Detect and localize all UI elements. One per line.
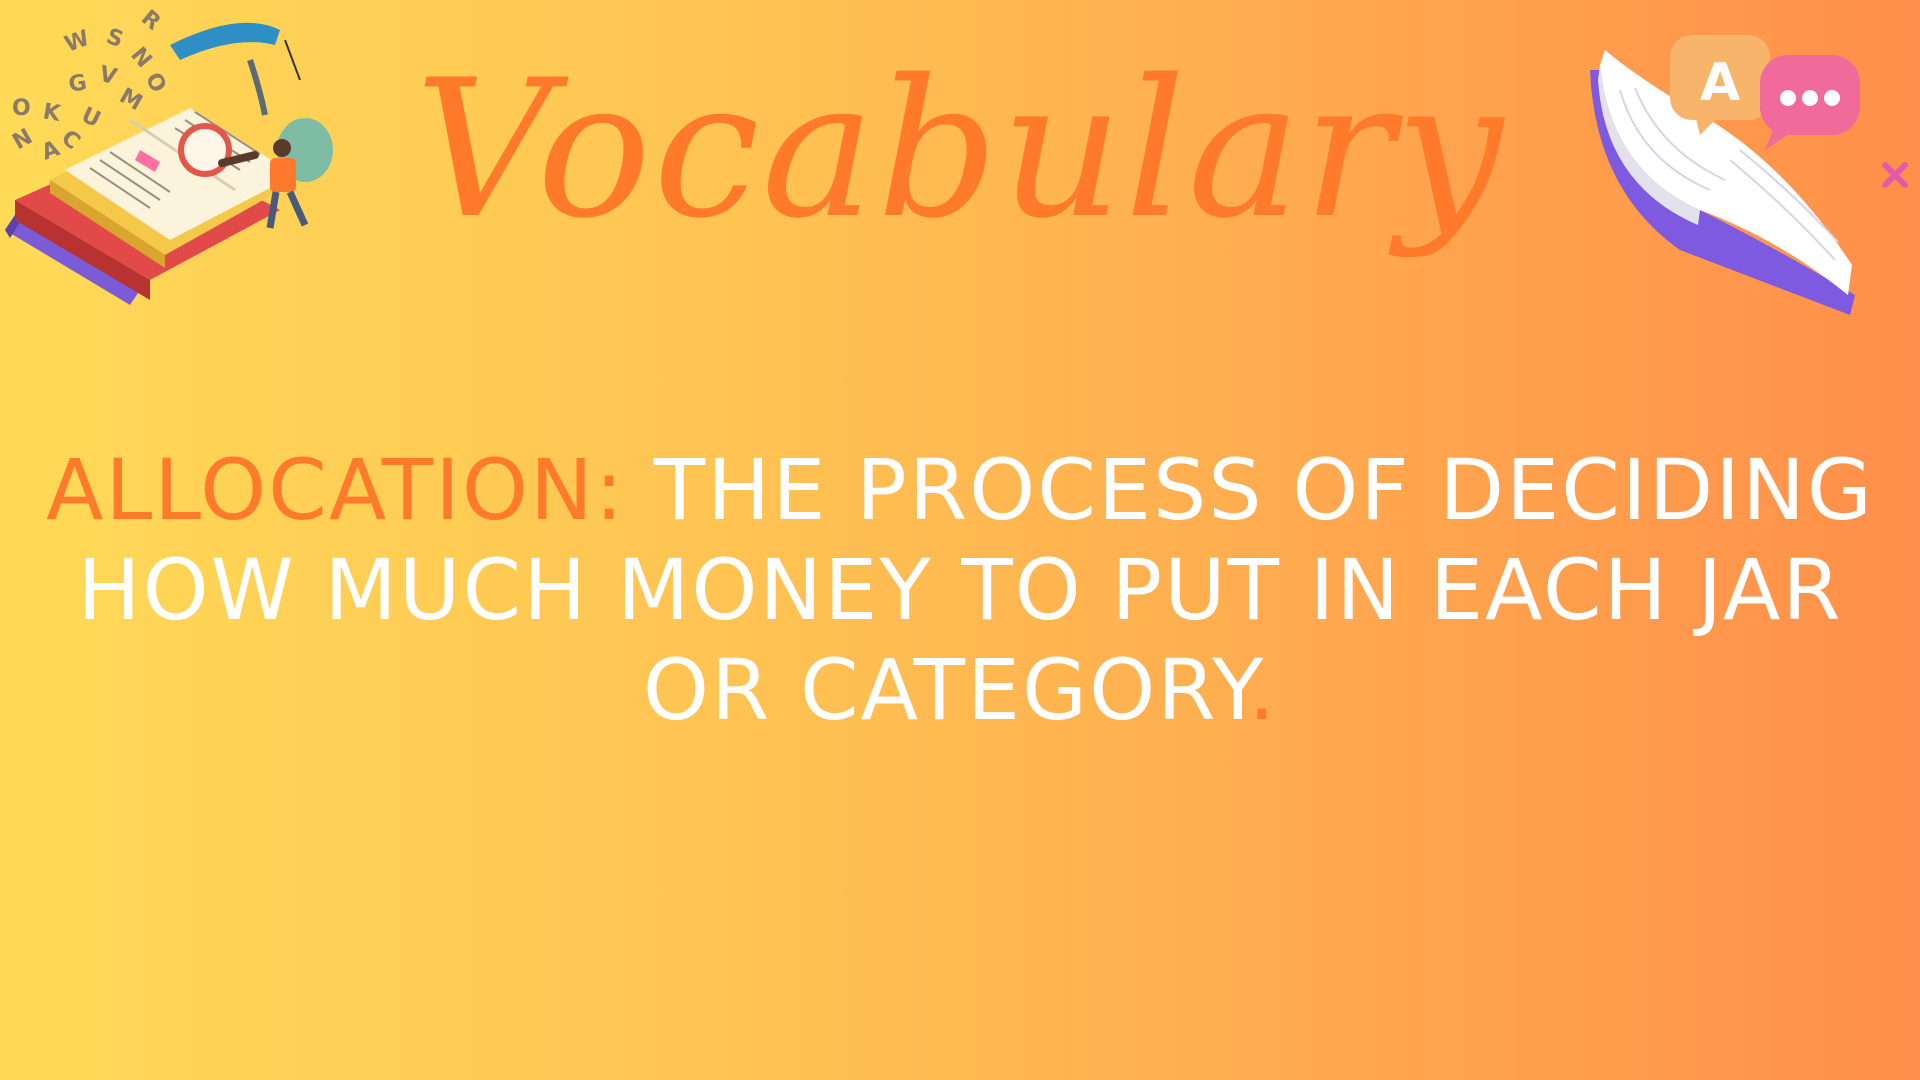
book-chat-bubbles-illustration: A — [1590, 35, 1908, 315]
svg-text:K: K — [41, 99, 63, 127]
svg-text:G: G — [67, 70, 89, 98]
svg-text:O: O — [12, 96, 31, 121]
page-title: Vocabulary — [414, 39, 1506, 260]
svg-text:V: V — [96, 62, 119, 91]
vocabulary-term: ALLOCATION — [46, 441, 595, 539]
person-reading-icon — [266, 139, 309, 229]
open-book-icon — [1590, 50, 1855, 315]
vocabulary-definition: ALLOCATION: THE PROCESS OF DECIDING HOW … — [20, 440, 1900, 740]
definition-text: THE PROCESS OF DECIDING HOW MUCH MONEY T… — [77, 441, 1874, 739]
chat-dots-bubble-icon — [1760, 55, 1860, 150]
term-separator: : — [594, 441, 626, 539]
magnifier-icon — [178, 123, 259, 177]
sparkle-x-icon — [1882, 162, 1908, 188]
definition-end-mark: . — [1248, 641, 1278, 739]
letter-a-bubble-icon: A — [1670, 35, 1770, 135]
svg-text:A: A — [1700, 53, 1740, 113]
books-reading-illustration: R S N W O V M G O K U C N A — [5, 5, 333, 305]
